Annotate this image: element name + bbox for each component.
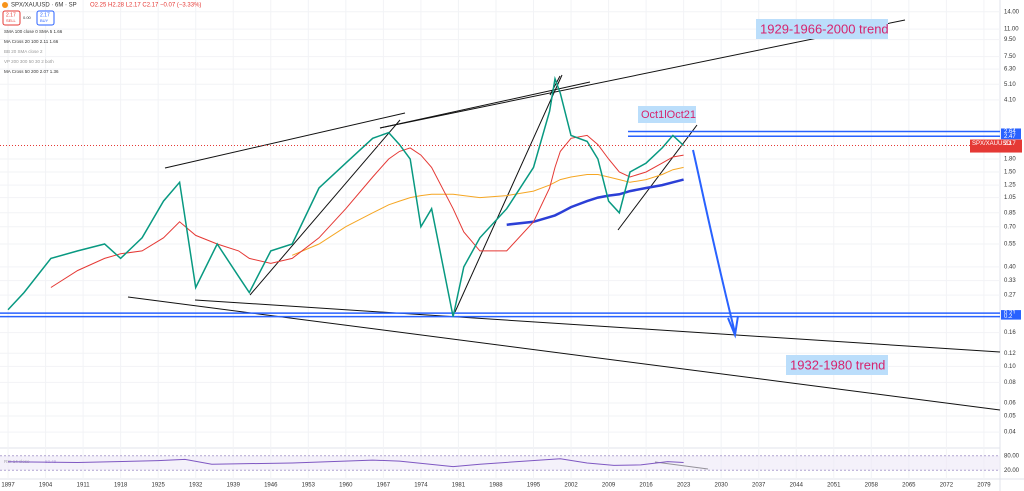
x-tick-label: 1932	[189, 483, 203, 489]
y-tick-label: 7.50	[1004, 54, 1016, 60]
buy-price: 2.17	[40, 12, 50, 18]
x-tick-label: 2009	[602, 483, 616, 489]
sell-label: SELL	[6, 18, 17, 23]
y-tick-label: 1.05	[1004, 195, 1016, 201]
x-tick-label: 1918	[114, 483, 128, 489]
x-tick-label: 2065	[902, 483, 916, 489]
x-tick-label: 1960	[339, 483, 353, 489]
level-label: 2.47	[1004, 134, 1016, 140]
rsi-tick-label: 80.00	[1004, 453, 1020, 459]
x-tick-label: 2037	[752, 483, 766, 489]
x-tick-label: 1981	[452, 483, 466, 489]
y-tick-label: 14.00	[1004, 9, 1020, 15]
sell-price: 2.17	[6, 12, 16, 18]
x-tick-label: 2079	[977, 483, 991, 489]
series-line	[506, 178, 684, 226]
symbol: SPX/XAUUSD · 6M · SP	[11, 3, 77, 9]
y-tick-label: 1.25	[1004, 183, 1016, 189]
series-line	[50, 134, 684, 288]
annotation-box	[786, 355, 888, 375]
y-tick-label: 0.10	[1004, 364, 1016, 370]
x-tick-label: 1904	[39, 483, 53, 489]
trend-line	[127, 296, 1001, 411]
symbol-icon	[2, 2, 8, 8]
last-price-label: 2.17	[1004, 141, 1016, 147]
annotation: 1932-1980 trend	[790, 357, 885, 372]
x-tick-label: 1911	[77, 483, 91, 489]
y-tick-label: 0.55	[1004, 242, 1016, 248]
x-tick-label: 1967	[377, 483, 391, 489]
y-tick-label: 4.10	[1004, 97, 1016, 103]
x-tick-label: 1925	[151, 483, 165, 489]
x-tick-label: 2002	[564, 483, 578, 489]
y-tick-label: 0.27	[1004, 293, 1016, 299]
y-tick-label: 0.12	[1004, 351, 1016, 357]
x-tick-label: 1946	[264, 483, 278, 489]
y-tick-label: 5.10	[1004, 82, 1016, 88]
series-line	[7, 75, 685, 317]
buy-button[interactable]	[36, 10, 55, 26]
x-tick-label: 2072	[940, 483, 954, 489]
level-label-bg	[1001, 133, 1021, 140]
indicator-label[interactable]: BB 20 SMA close 2	[4, 49, 43, 54]
trend-line	[164, 112, 406, 169]
y-tick-label: 0.04	[1004, 430, 1016, 436]
sell-button[interactable]	[2, 10, 21, 26]
annotation-box	[756, 19, 888, 39]
y-tick-label: 9.50	[1004, 37, 1016, 43]
indicator-label[interactable]: MA Cross 50 200 2.07 1.36	[4, 69, 59, 74]
indicator-label[interactable]: VP 200 300 50 30 2 both	[4, 59, 54, 64]
level-label-bg	[1001, 128, 1021, 135]
buy-label: BUY	[40, 18, 49, 23]
y-tick-label: 11.00	[1004, 27, 1019, 33]
x-tick-label: 2030	[714, 483, 728, 489]
indicator-label[interactable]: SMA 100 close 0 SMA 5 1.66	[4, 29, 63, 34]
last-price-symbol: SPX/XAUUSD	[972, 141, 1011, 147]
y-tick-label: 0.85	[1004, 210, 1016, 216]
level-label-bg	[1001, 310, 1021, 317]
ohlc: O2.25 H2.28 L2.17 C2.17 −0.07 (−3.33%)	[90, 3, 201, 9]
y-tick-label: 0.16	[1004, 330, 1016, 336]
spread: 0.00	[23, 15, 32, 20]
x-tick-label: 1897	[1, 483, 15, 489]
drawings: 1929-1966-2000 trend 1932-1980 trend Oct…	[127, 19, 1001, 470]
level-label-bg	[1001, 313, 1021, 320]
rsi-line	[7, 458, 684, 468]
x-tick-label: 1974	[414, 483, 428, 489]
trend-line	[454, 74, 563, 313]
y-tick-label: 6.30	[1004, 67, 1016, 73]
rsi-tick-label: 20.00	[1004, 468, 1020, 474]
last-price-bg	[970, 139, 1022, 153]
annotation: 1929-1966-2000 trend	[760, 21, 889, 36]
y-tick-label: 1.80	[1004, 157, 1016, 163]
x-tick-label: 2058	[865, 483, 879, 489]
trend-line	[617, 124, 698, 231]
annotation: Oct1lOct21	[641, 109, 696, 121]
x-tick-label: 2023	[677, 483, 691, 489]
x-tick-label: 1939	[227, 483, 241, 489]
y-tick-label: 0.33	[1004, 278, 1016, 284]
y-tick-label: 0.06	[1004, 401, 1016, 407]
indicator-label[interactable]: MA Cross 20 100 2.11 1.66	[4, 39, 59, 44]
x-tick-label: 2051	[827, 483, 841, 489]
series-line	[292, 166, 684, 256]
annotation-box	[638, 106, 696, 123]
y-tick-label: 1.50	[1004, 170, 1016, 176]
trend-line	[549, 75, 561, 96]
x-tick-label: 1953	[302, 483, 316, 489]
y-tick-label: 0.08	[1004, 380, 1016, 386]
y-tick-label: 0.70	[1004, 224, 1016, 230]
level-label: 2.64	[1004, 129, 1016, 135]
level-label: 0.2	[1004, 314, 1013, 320]
trend-line	[249, 119, 401, 296]
y-tick-label: 0.05	[1004, 414, 1016, 420]
projection-arrow	[692, 149, 739, 339]
trend-line	[194, 299, 1001, 353]
x-tick-label: 1988	[489, 483, 503, 489]
x-tick-label: 2044	[790, 483, 804, 489]
y-tick-label: 0.40	[1004, 264, 1016, 270]
x-tick-label: 1995	[527, 483, 541, 489]
x-tick-label: 2016	[639, 483, 653, 489]
